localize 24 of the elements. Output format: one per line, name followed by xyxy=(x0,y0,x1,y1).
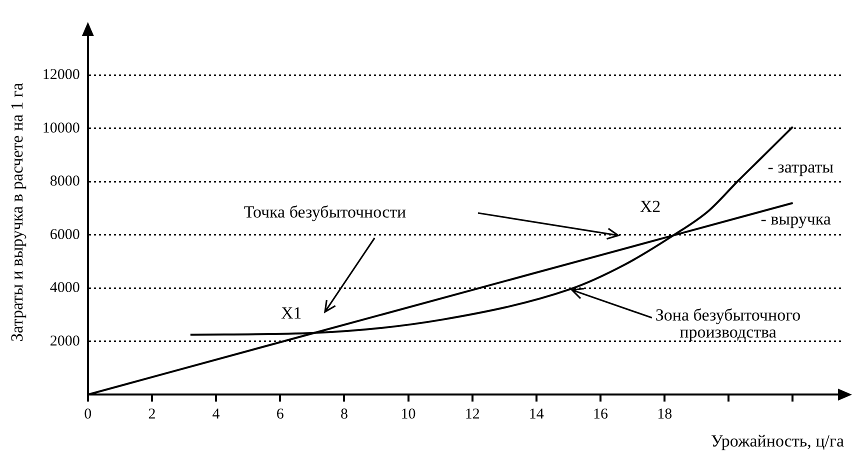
x-tick-label: 14 xyxy=(528,406,544,423)
annotation: Зона безубыточного производства xyxy=(655,305,801,342)
x-tick-label: 16 xyxy=(593,406,609,423)
y-axis-title: Затраты и выручка в расчете на 1 га xyxy=(8,82,27,342)
x-tick-label: 0 xyxy=(84,406,92,423)
series-label: - затраты xyxy=(768,157,834,176)
annotation: X2 xyxy=(640,196,661,216)
x-tick-label: 4 xyxy=(212,406,220,423)
x-tick-label: 8 xyxy=(340,406,348,423)
series-label: - выручка xyxy=(760,209,832,228)
y-tick-label: 12000 xyxy=(42,67,80,84)
y-tick-label: 4000 xyxy=(50,280,80,296)
x-tick-label: 6 xyxy=(276,406,284,423)
x-tick-label: 12 xyxy=(464,406,480,423)
x-tick-label: 10 xyxy=(400,406,416,423)
y-tick-label: 6000 xyxy=(50,226,80,243)
y-tick-label: 8000 xyxy=(50,174,80,190)
y-tick-label: 2000 xyxy=(50,333,80,350)
annotation: X1 xyxy=(281,303,302,322)
y-tick-label: 10000 xyxy=(42,120,80,136)
x-tick-label: 2 xyxy=(148,406,156,423)
x-axis-title: Урожайность, ц/га xyxy=(710,431,844,450)
annotation: Точка безубыточности xyxy=(244,202,406,222)
x-tick-label: 18 xyxy=(657,406,672,423)
